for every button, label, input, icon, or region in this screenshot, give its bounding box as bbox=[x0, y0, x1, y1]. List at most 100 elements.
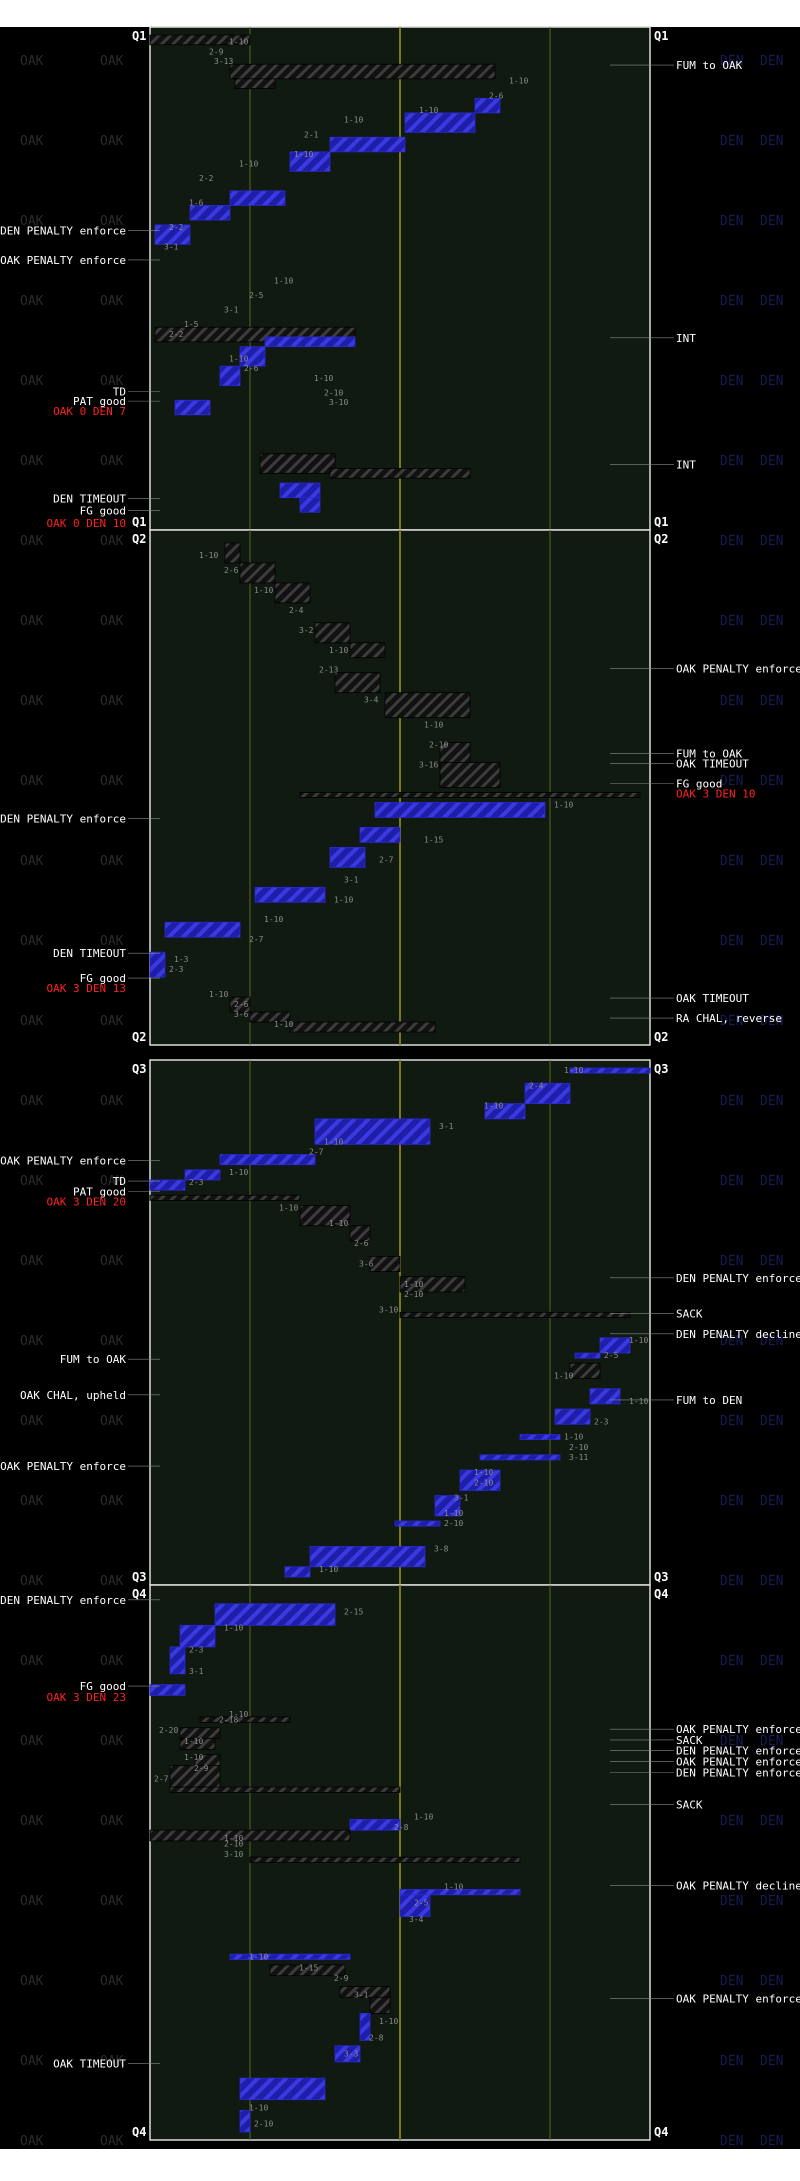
oak-watermark: OAK bbox=[100, 2134, 124, 2149]
down-distance-label: 2-6 bbox=[489, 91, 504, 100]
possession-oak bbox=[399, 1276, 466, 1293]
down-distance-label: 2-5 bbox=[604, 1351, 619, 1360]
den-watermark: DEN bbox=[720, 1894, 743, 1909]
den-watermark: DEN bbox=[760, 1334, 783, 1349]
quarter-label: Q3 bbox=[654, 1570, 668, 1584]
den-watermark: DEN bbox=[720, 2054, 743, 2069]
down-distance-label: 1-10 bbox=[229, 1710, 248, 1719]
oak-watermark: OAK bbox=[20, 54, 44, 69]
down-distance-label: 1-10 bbox=[334, 895, 353, 904]
down-distance-label: 1-10 bbox=[629, 1336, 648, 1345]
possession-oak bbox=[399, 1311, 631, 1318]
possession-den bbox=[394, 1520, 441, 1527]
event-label: RA CHAL, reverse bbox=[676, 1012, 782, 1025]
down-distance-label: 1-10 bbox=[229, 354, 248, 363]
oak-watermark: OAK bbox=[20, 854, 44, 869]
event-label: FG good bbox=[676, 778, 722, 791]
down-distance-label: 2-4 bbox=[289, 606, 304, 615]
down-distance-label: 2-18 bbox=[219, 1715, 238, 1724]
den-watermark: DEN bbox=[760, 294, 783, 309]
possession-oak bbox=[349, 1225, 371, 1242]
down-distance-label: 1-10 bbox=[324, 1137, 343, 1146]
event-label: OAK TIMEOUT bbox=[676, 758, 749, 771]
event-label: SACK bbox=[676, 1307, 703, 1320]
possession-den bbox=[284, 1566, 311, 1578]
down-distance-label: 2-6 bbox=[354, 1239, 369, 1248]
den-watermark: DEN bbox=[760, 614, 783, 629]
event-label: OAK PENALTY enforce bbox=[676, 1723, 800, 1736]
oak-watermark: OAK bbox=[100, 2054, 124, 2069]
den-watermark: DEN bbox=[720, 1654, 743, 1669]
oak-watermark: OAK bbox=[100, 1574, 124, 1589]
down-distance-label: 3-10 bbox=[379, 1305, 398, 1314]
den-watermark: DEN bbox=[760, 854, 783, 869]
event-label: DEN TIMEOUT bbox=[53, 493, 126, 506]
possession-oak bbox=[274, 582, 311, 604]
possession-oak bbox=[289, 1021, 436, 1033]
possession-den bbox=[554, 1408, 591, 1425]
possession-oak bbox=[224, 542, 241, 564]
den-watermark: DEN bbox=[720, 534, 743, 549]
den-watermark: DEN bbox=[720, 1254, 743, 1269]
possession-den bbox=[404, 112, 476, 133]
oak-watermark: OAK bbox=[100, 774, 124, 789]
possession-oak bbox=[369, 1996, 391, 2014]
possession-oak bbox=[229, 996, 251, 1013]
den-watermark: DEN bbox=[760, 454, 783, 469]
possession-den bbox=[189, 205, 231, 221]
den-watermark: DEN bbox=[720, 1734, 743, 1749]
den-watermark: DEN bbox=[720, 1334, 743, 1349]
oak-watermark: OAK bbox=[100, 1814, 124, 1829]
den-watermark: DEN bbox=[760, 934, 783, 949]
possession-den bbox=[149, 951, 166, 978]
oak-watermark: OAK bbox=[100, 694, 124, 709]
down-distance-label: 2-6 bbox=[244, 364, 259, 373]
down-distance-label: 1-10 bbox=[229, 1168, 248, 1177]
down-distance-label: 1-10 bbox=[209, 990, 228, 999]
event-label: OAK PENALTY decline bbox=[676, 1879, 800, 1892]
event-label: DEN PENALTY enforce bbox=[676, 1766, 800, 1779]
oak-watermark: OAK bbox=[100, 1014, 124, 1029]
down-distance-label: 2-3 bbox=[169, 965, 184, 974]
down-distance-label: 3-1 bbox=[189, 1667, 204, 1676]
den-watermark: DEN bbox=[720, 2134, 743, 2149]
den-watermark: DEN bbox=[760, 2134, 783, 2149]
down-distance-label: 1-10 bbox=[414, 1812, 433, 1821]
possession-den bbox=[329, 846, 366, 868]
down-distance-label: 1-10 bbox=[554, 1371, 573, 1380]
oak-watermark: OAK bbox=[100, 1974, 124, 1989]
down-distance-label: 1-10 bbox=[474, 1468, 493, 1477]
down-distance-label: 1-10 bbox=[294, 150, 313, 159]
down-distance-label: 2-6 bbox=[234, 1000, 249, 1009]
possession-den bbox=[214, 1603, 336, 1626]
possession-oak bbox=[169, 1786, 401, 1793]
den-watermark: DEN bbox=[720, 374, 743, 389]
den-watermark: DEN bbox=[720, 1414, 743, 1429]
event-label: OAK PENALTY enforce bbox=[676, 1755, 800, 1768]
possession-den bbox=[219, 1154, 316, 1166]
den-watermark: DEN bbox=[720, 1494, 743, 1509]
den-watermark: DEN bbox=[720, 294, 743, 309]
possession-den bbox=[174, 399, 211, 416]
possession-den bbox=[149, 1179, 186, 1191]
oak-watermark: OAK bbox=[20, 134, 44, 149]
den-watermark: DEN bbox=[760, 774, 783, 789]
event-label: OAK PENALTY enforce bbox=[0, 254, 126, 267]
oak-watermark: OAK bbox=[20, 1734, 44, 1749]
possession-den bbox=[154, 224, 191, 245]
oak-watermark: OAK bbox=[20, 694, 44, 709]
oak-watermark: OAK bbox=[20, 1334, 44, 1349]
event-label: OAK 3 DEN 20 bbox=[47, 1195, 126, 1208]
event-label: DEN PENALTY enforce bbox=[676, 1745, 800, 1758]
down-distance-label: 3-6 bbox=[234, 1010, 249, 1019]
oak-watermark: OAK bbox=[100, 934, 124, 949]
possession-oak bbox=[439, 762, 501, 788]
down-distance-label: 2-1 bbox=[304, 130, 319, 139]
den-watermark: DEN bbox=[760, 1494, 783, 1509]
oak-watermark: OAK bbox=[20, 294, 44, 309]
event-label: OAK PENALTY enforce bbox=[0, 1460, 126, 1473]
event-label: TD bbox=[113, 1175, 126, 1188]
down-distance-label: 2-10 bbox=[444, 1519, 463, 1528]
possession-oak bbox=[249, 1011, 291, 1023]
possession-den bbox=[459, 1469, 501, 1491]
